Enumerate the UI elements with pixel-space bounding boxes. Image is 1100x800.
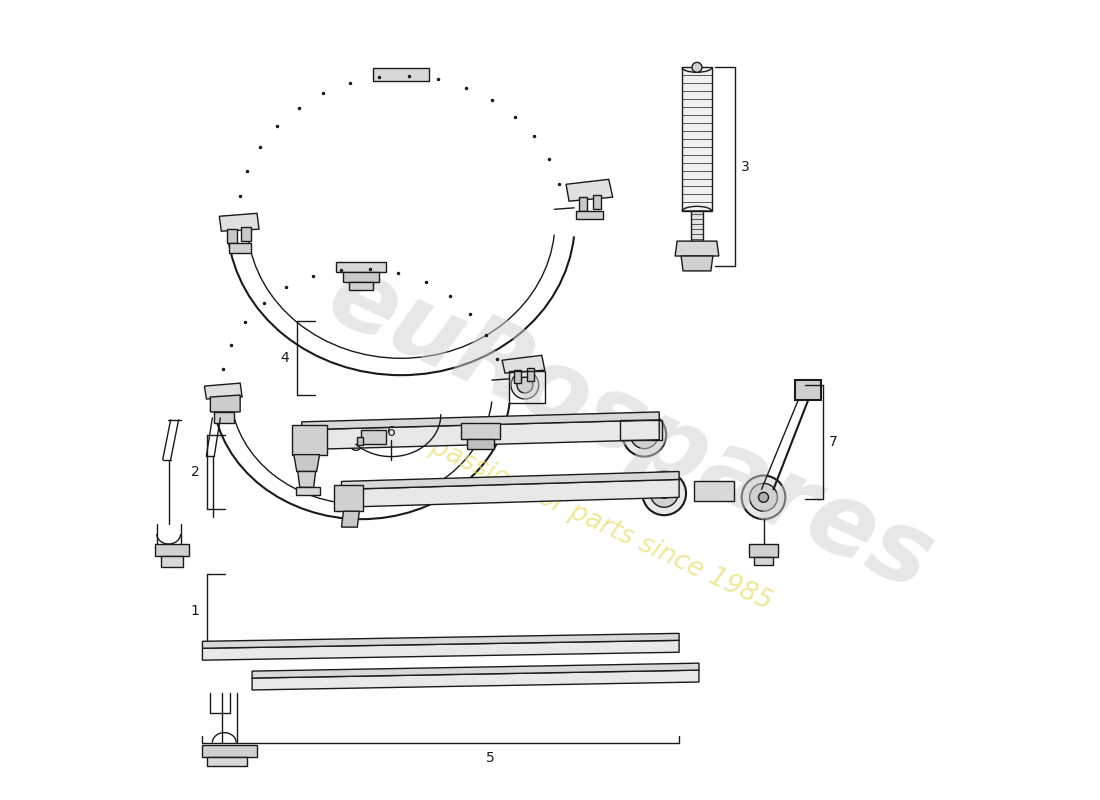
Circle shape [749,483,778,511]
Polygon shape [292,425,327,454]
Polygon shape [341,471,679,490]
Circle shape [692,62,702,72]
Text: 7: 7 [829,435,838,450]
Polygon shape [202,745,257,757]
Text: 5: 5 [486,750,495,765]
Polygon shape [210,395,240,412]
Polygon shape [301,412,659,430]
Polygon shape [358,437,363,445]
Polygon shape [795,380,821,400]
Polygon shape [341,511,360,527]
Text: 4: 4 [280,350,289,365]
Circle shape [659,488,669,498]
Polygon shape [361,430,386,444]
Circle shape [650,479,678,507]
Circle shape [630,421,658,449]
Polygon shape [333,486,363,511]
Polygon shape [579,197,587,211]
Polygon shape [373,68,429,81]
Polygon shape [214,412,234,423]
Polygon shape [694,482,734,502]
Circle shape [642,471,686,515]
Polygon shape [294,454,320,471]
Polygon shape [337,262,386,272]
Polygon shape [343,272,379,282]
Polygon shape [514,370,521,383]
Text: a passion for parts since 1985: a passion for parts since 1985 [404,423,776,615]
Circle shape [512,371,539,399]
Polygon shape [205,383,242,399]
Circle shape [623,413,667,457]
Circle shape [759,492,769,502]
Circle shape [517,377,532,393]
Polygon shape [681,256,713,271]
Polygon shape [252,663,698,678]
Polygon shape [754,557,773,565]
Polygon shape [298,471,316,487]
Polygon shape [208,757,248,766]
Polygon shape [593,195,601,209]
Circle shape [741,475,785,519]
Polygon shape [219,214,258,231]
Polygon shape [576,211,603,219]
Polygon shape [527,368,534,381]
Polygon shape [675,241,718,256]
Text: 1: 1 [190,604,199,618]
Polygon shape [296,487,320,495]
Polygon shape [341,479,679,507]
Bar [682,67,712,211]
Polygon shape [502,355,544,373]
Polygon shape [228,229,238,243]
Polygon shape [301,420,659,450]
Polygon shape [161,556,183,567]
Polygon shape [252,670,698,690]
Circle shape [639,430,649,440]
Text: 3: 3 [740,160,749,174]
Text: euRospares: euRospares [312,247,947,612]
Polygon shape [202,640,679,660]
Polygon shape [566,179,613,201]
Polygon shape [350,282,373,290]
Polygon shape [202,634,679,648]
Polygon shape [461,423,500,438]
Text: 2: 2 [190,465,199,479]
Polygon shape [229,243,251,253]
Polygon shape [749,544,779,557]
Polygon shape [241,227,251,241]
Bar [691,211,703,241]
Polygon shape [155,544,188,556]
Text: 6: 6 [387,425,396,438]
Polygon shape [466,438,494,449]
